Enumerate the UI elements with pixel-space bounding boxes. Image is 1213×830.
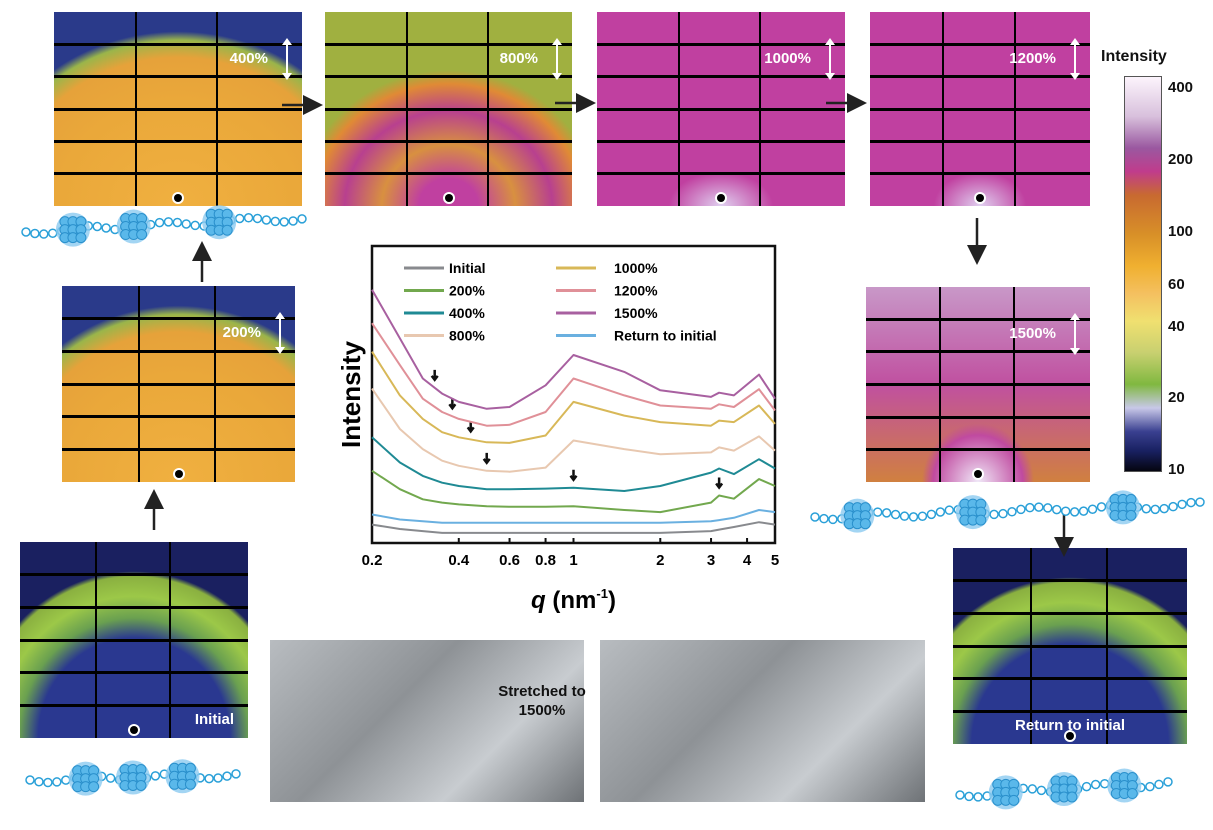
legend-label: Return to initial [614, 328, 717, 344]
saxs-pattern-1000: 1000% [597, 12, 845, 206]
saxs-intensity-chart: 0.2 0.4 0.6 0.8 1 2 3 4 5 q (nm-1) Intensity Initia… [336, 244, 779, 614]
colorbar-title: Intensity [1101, 48, 1167, 65]
legend-label: 1500% [614, 305, 658, 321]
stretch-caption-line1: Stretched to [498, 683, 586, 700]
strain-label: 200% [222, 324, 261, 341]
peak-arrow-icon [430, 369, 439, 382]
stretch-direction-icon [1070, 38, 1080, 80]
strain-label: 1500% [1009, 325, 1056, 342]
x-tick-label: 3 [707, 552, 715, 569]
stretch-direction-icon [1070, 313, 1080, 355]
series-line-1000- [371, 351, 776, 444]
strain-label: 800% [499, 50, 538, 67]
saxs-pattern-400: 400% [54, 12, 302, 206]
strain-label: Return to initial [1015, 717, 1125, 734]
strain-label: 400% [229, 50, 268, 67]
x-tick-label: 4 [743, 552, 752, 569]
x-axis-label: q (nm-1) [531, 586, 616, 614]
beamstop [174, 470, 183, 478]
colorbar-tick-label: 400 [1168, 79, 1194, 97]
chain-schematic-1500 [810, 490, 1205, 533]
saxs-pattern-200: 200% [62, 286, 295, 482]
y-axis-label: Intensity [336, 341, 366, 448]
beamstop [717, 194, 725, 202]
x-tick-label: 1 [569, 552, 577, 569]
stretcher-photo-initial [270, 640, 584, 802]
chain-schematic-initial [25, 759, 241, 796]
series-line-800- [371, 388, 776, 473]
peak-arrow-icon [448, 398, 457, 411]
stretch-direction-icon [552, 38, 562, 80]
x-tick-label: 0.6 [499, 552, 520, 569]
x-tick-label: 0.8 [535, 552, 556, 569]
peak-arrow-icon [466, 421, 475, 434]
stretcher-photo-stretched [600, 640, 925, 802]
x-tick-label: 2 [656, 552, 664, 569]
beamstop [444, 194, 453, 202]
x-tick-label: 0.2 [362, 552, 383, 569]
series-line-400- [371, 436, 776, 492]
stretch-direction-icon [825, 38, 835, 80]
beamstop [976, 194, 984, 202]
legend-label: 400% [449, 305, 485, 321]
chain-schematic-400 [21, 205, 307, 247]
series-line-1500- [371, 289, 776, 410]
strain-label: 1000% [764, 50, 811, 67]
legend-label: 1200% [614, 283, 658, 299]
legend-label: 200% [449, 283, 485, 299]
strain-label: 1200% [1009, 50, 1056, 67]
saxs-pattern-1200: 1200% [870, 12, 1090, 206]
colorbar-tick-label: 10 [1168, 461, 1185, 478]
saxs-pattern-initial: Initial [20, 542, 248, 738]
colorbar-tick-label: 60 [1168, 275, 1185, 293]
beamstop [130, 726, 138, 734]
beamstop [174, 194, 182, 202]
series-line-return-to-initial [371, 509, 776, 524]
colorbar-tick-label: 20 [1168, 389, 1185, 407]
stretch-caption-line2: 1500% [518, 702, 566, 719]
stretch-direction-icon [275, 312, 285, 354]
strain-label: Initial [194, 711, 234, 728]
stretch-direction-icon [282, 38, 292, 80]
x-tick-label: 0.4 [448, 552, 470, 569]
series-line-initial [371, 521, 776, 534]
colorbar [1124, 76, 1162, 472]
colorbar-tick-label: 40 [1168, 317, 1185, 335]
x-tick-label: 5 [771, 552, 779, 569]
series-line-1200- [371, 322, 776, 427]
legend-label: 1000% [614, 260, 658, 276]
peak-arrow-icon [715, 477, 724, 490]
peak-arrow-icon [569, 469, 578, 482]
legend-label: 800% [449, 328, 485, 344]
series-line-200- [371, 469, 776, 514]
legend-label: Initial [449, 260, 486, 276]
beamstop [974, 470, 982, 478]
saxs-pattern-1500: 1500% [866, 287, 1090, 482]
beamstop [1066, 732, 1074, 740]
colorbar-tick-label: 100 [1168, 222, 1194, 240]
colorbar-tick-label: 200 [1168, 150, 1194, 168]
peak-arrow-icon [482, 452, 491, 465]
saxs-pattern-return: Return to initial [953, 548, 1187, 744]
chain-schematic-return [955, 768, 1173, 810]
saxs-pattern-800: 800% [325, 12, 572, 206]
